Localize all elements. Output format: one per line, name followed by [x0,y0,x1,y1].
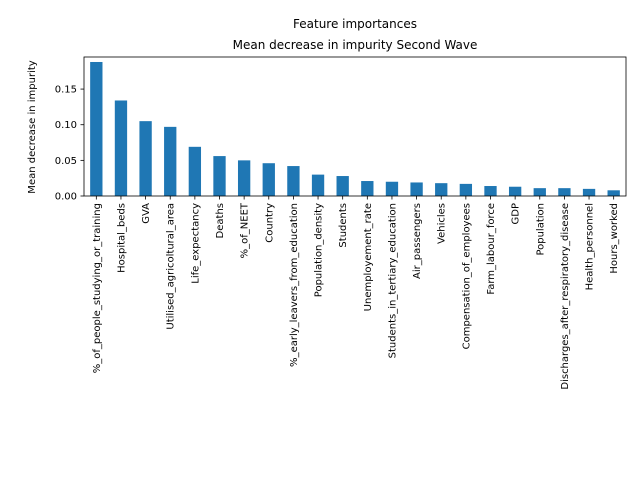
y-ticks-group: 0.00 0.05 0.10 0.15 [55,85,84,203]
x-tick-label: Population [535,203,546,256]
bar-5 [213,156,226,196]
bar-0 [90,61,103,196]
bar-9 [311,174,325,196]
bar-8 [287,166,300,196]
plot-frame [83,56,627,197]
x-tick-label: Hospital_beds [116,203,127,273]
chart-subtitle: Mean decrease in impurity Second Wave [233,38,478,52]
chart-title: Feature importances [293,17,417,31]
y-tick-label: 0.15 [55,85,77,96]
y-axis-label: Mean decrease in impurity [27,60,38,193]
x-tick-label: Air_passengers [412,203,423,279]
x-tick-label: Discharges_after_respiratory_disease [560,203,571,390]
bar-10 [336,176,349,196]
y-tick-label: 0.00 [55,192,77,203]
x-tick-label: Country [264,203,275,243]
x-tick-label: Hours_worked [609,203,620,274]
x-tick-label: Utilised_agricoltural_area [166,203,177,330]
x-tick-label: %_of_NEET [240,202,251,258]
x-tick-label: %_of_people_studying_or_training [92,203,103,373]
bar-6 [237,160,251,196]
bar-20 [582,188,596,196]
bar-17 [508,186,522,196]
bar-21 [607,190,620,196]
x-tick-label: Deaths [215,203,226,238]
x-tick-label: Life_expectancy [190,203,201,284]
bar-13 [410,182,423,196]
x-tick-label: Farm_labour_force [486,203,497,295]
x-tick-label: Vehicles [437,203,448,244]
bar-1 [114,100,128,196]
bar-15 [459,183,473,196]
bar-7 [262,163,275,196]
x-tick-label: Students_in_tertiary_education [387,203,398,358]
bar-11 [361,181,374,196]
x-tick-label: GDP [511,203,522,224]
x-ticks-group: %_of_people_studying_or_training Hospital… [92,196,620,390]
bar-12 [385,181,399,196]
x-tick-label: Health_personnel [585,203,596,290]
y-tick-label: 0.10 [55,120,77,131]
bar-2 [139,121,152,196]
bar-4 [188,146,202,196]
bar-3 [164,126,177,196]
bar-18 [533,188,546,196]
x-tick-label: Unemployement_rate [363,203,374,311]
x-tick-label: Compensation_of_employees [461,203,472,349]
bar-19 [558,188,571,196]
x-tick-label: Population_density [314,203,325,297]
bar-14 [435,183,448,196]
x-tick-label: GVA [141,203,152,224]
x-tick-label: Students [338,203,349,248]
bars-group [90,61,620,196]
y-tick-label: 0.05 [55,156,77,167]
bar-16 [484,186,497,196]
x-tick-label: %_early_leavers_from_education [289,203,300,367]
